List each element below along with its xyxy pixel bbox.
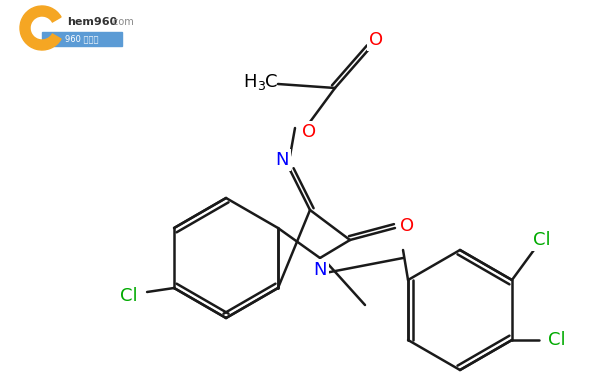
Text: hem960: hem960 <box>67 17 117 27</box>
Text: O: O <box>302 123 316 141</box>
Text: H: H <box>243 73 257 91</box>
Text: Cl: Cl <box>120 287 138 305</box>
Text: Cl: Cl <box>533 231 551 249</box>
Wedge shape <box>20 6 61 50</box>
Text: N: N <box>275 151 289 169</box>
Text: 960 化工网: 960 化工网 <box>65 34 99 44</box>
Text: O: O <box>400 217 414 235</box>
Bar <box>42 32 122 46</box>
Text: C: C <box>265 73 277 91</box>
Text: Cl: Cl <box>548 331 566 349</box>
Text: 3: 3 <box>257 81 265 93</box>
Text: N: N <box>313 261 327 279</box>
Text: .com: .com <box>110 17 134 27</box>
Text: O: O <box>369 31 383 49</box>
